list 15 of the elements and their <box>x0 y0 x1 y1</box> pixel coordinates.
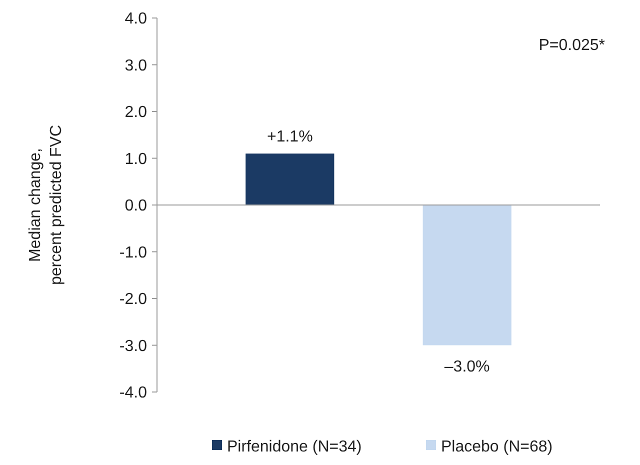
data-label: +1.1% <box>266 128 313 146</box>
data-label: –3.0% <box>444 358 490 376</box>
y-tick-label: -2.0 <box>119 291 148 308</box>
y-tick-label: -1.0 <box>119 244 148 262</box>
y-tick-label: 0.0 <box>124 198 148 215</box>
y-tick-label: -4.0 <box>119 384 148 402</box>
y-axis-title: Median change, percent predicted FVC <box>27 124 65 286</box>
y-tick-label: 4.0 <box>124 10 148 28</box>
annotation: P=0.025* <box>538 37 605 54</box>
legend-label: Pirfenidone (N=34) <box>227 438 362 456</box>
y-tick-label: -3.0 <box>119 338 148 355</box>
y-tick-label: 1.0 <box>124 150 148 168</box>
y-tick-label: 2.0 <box>124 104 148 122</box>
y-tick-label: 3.0 <box>124 57 148 74</box>
legend-label: Placebo (N=68) <box>441 438 553 456</box>
